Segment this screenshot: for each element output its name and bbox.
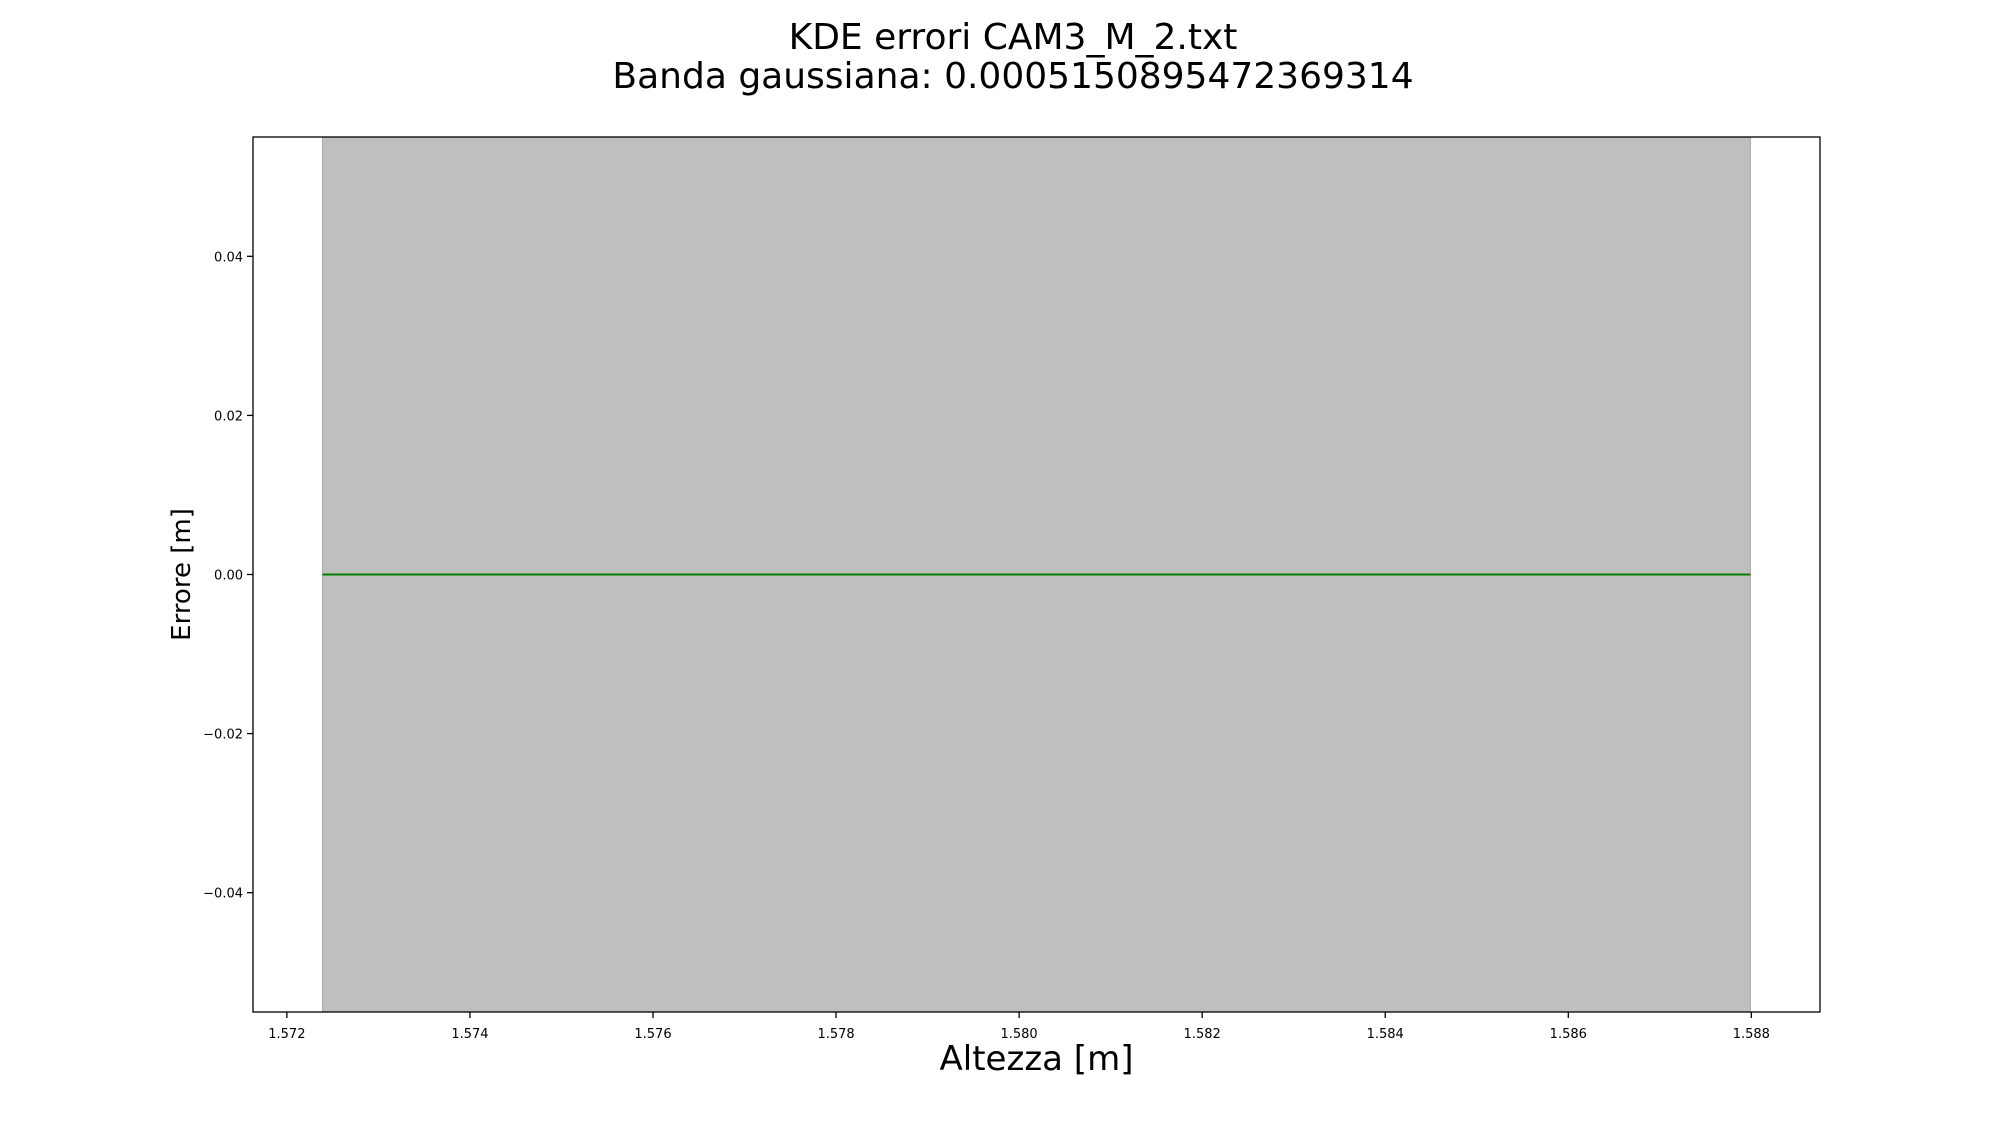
y-tick-label: −0.04 <box>203 887 243 902</box>
y-axis-label: Errore [m] <box>167 508 197 641</box>
x-tick-label: 1.578 <box>817 1027 854 1042</box>
y-tick-label: 0.04 <box>214 250 243 265</box>
x-tick-label: 1.582 <box>1184 1027 1221 1042</box>
x-tick-label: 1.586 <box>1550 1027 1587 1042</box>
x-tick-label: 1.588 <box>1733 1027 1770 1042</box>
x-tick-label: 1.584 <box>1367 1027 1404 1042</box>
x-tick-label: 1.574 <box>451 1027 488 1042</box>
x-axis-label: Altezza [m] <box>940 1039 1134 1079</box>
chart-subtitle: Banda gaussiana: 0.0005150895472369314 <box>612 56 1414 97</box>
x-tick-label: 1.576 <box>634 1027 671 1042</box>
y-tick-label: 0.02 <box>214 409 243 424</box>
x-tick-label: 1.580 <box>1000 1027 1037 1042</box>
y-tick-label: −0.02 <box>203 728 243 743</box>
x-tick-label: 1.572 <box>268 1027 305 1042</box>
y-tick-label: 0.00 <box>214 569 243 584</box>
chart-title: KDE errori CAM3_M_2.txt <box>788 17 1238 58</box>
